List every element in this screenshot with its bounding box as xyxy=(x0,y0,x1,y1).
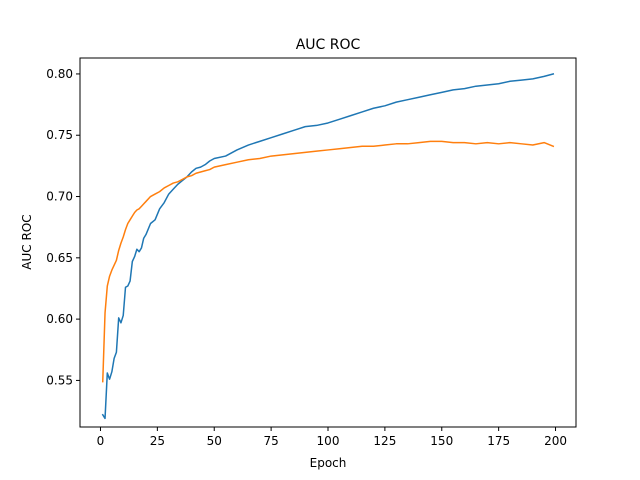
y-tick-label: 0.80 xyxy=(46,67,73,81)
plot-area xyxy=(80,58,576,427)
series-line-1 xyxy=(101,73,555,420)
chart-title: AUC ROC xyxy=(296,37,361,53)
x-tick-label: 150 xyxy=(430,434,453,448)
y-axis-ticks: 0.55 0.60 0.65 0.70 0.75 0.80 xyxy=(46,67,80,387)
x-axis-label: Epoch xyxy=(310,456,347,470)
x-tick-label: 175 xyxy=(487,434,510,448)
axes-frame xyxy=(79,57,577,428)
x-tick-label: 0 xyxy=(97,434,105,448)
y-tick-label: 0.65 xyxy=(46,251,73,265)
x-tick-label: 25 xyxy=(150,434,165,448)
y-tick-label: 0.55 xyxy=(46,373,73,387)
y-tick-label: 0.75 xyxy=(46,128,73,142)
y-axis-label: AUC ROC xyxy=(20,214,34,269)
x-tick-label: 100 xyxy=(317,434,340,448)
x-tick-label: 200 xyxy=(544,434,567,448)
x-tick-label: 50 xyxy=(207,434,222,448)
y-tick-label: 0.60 xyxy=(46,312,73,326)
x-tick-label: 125 xyxy=(373,434,396,448)
x-tick-label: 75 xyxy=(263,434,278,448)
y-tick-label: 0.70 xyxy=(46,190,73,204)
x-axis-ticks: 0 25 50 75 100 125 150 175 200 xyxy=(97,427,567,448)
series-layer xyxy=(101,73,555,420)
series-line-2 xyxy=(101,140,555,383)
